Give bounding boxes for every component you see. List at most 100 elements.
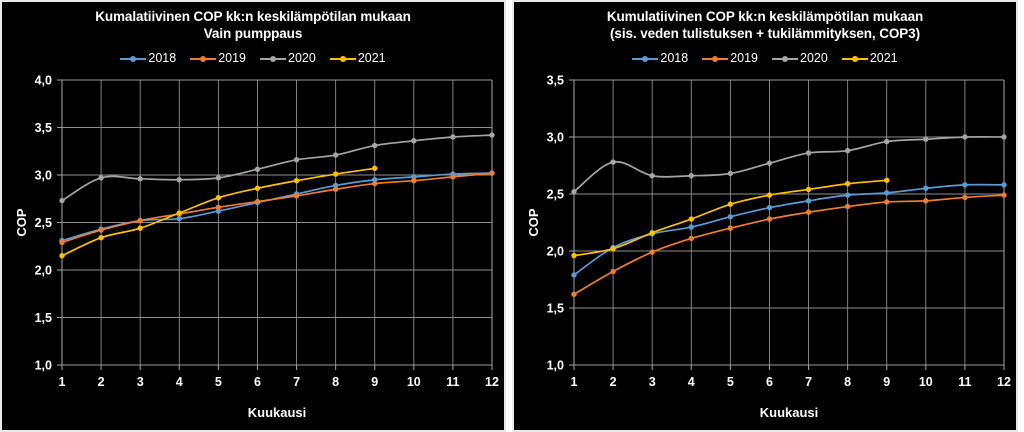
- y-tick-label: 2,5: [35, 216, 52, 230]
- data-point-2021: [610, 245, 616, 252]
- y-axis-title: COP: [526, 208, 541, 237]
- data-point-2020: [688, 173, 695, 179]
- legend-label-2018: 2018: [148, 51, 177, 65]
- x-tick-label: 7: [805, 375, 812, 389]
- data-point-2021: [332, 171, 339, 177]
- series-line-2018: [61, 172, 493, 242]
- legend-dot-marker: [642, 55, 649, 62]
- legend-label-2021: 2021: [869, 51, 898, 65]
- legend-label-2020: 2020: [288, 51, 316, 65]
- x-tick-label: 6: [766, 375, 773, 389]
- data-point-2021: [215, 195, 222, 201]
- data-point-2020: [332, 152, 339, 158]
- data-point-2020: [805, 150, 812, 156]
- data-point-2020: [883, 138, 890, 145]
- x-tick-label: 2: [98, 375, 105, 389]
- x-tick-label: 4: [176, 375, 183, 389]
- data-point-2021: [137, 225, 143, 231]
- legend-line-marker-icon: [841, 53, 868, 64]
- data-point-2020: [98, 175, 104, 181]
- legend-dot-marker: [851, 55, 858, 62]
- data-point-2021: [688, 216, 695, 222]
- data-point-2018: [766, 204, 773, 211]
- series-line-2020: [573, 135, 1005, 193]
- chart-panel-left: Kumalatiivinen COP kk:n keskilämpötilan …: [0, 0, 506, 432]
- x-tick-label: 11: [958, 375, 971, 389]
- x-axis-title: Kuukausi: [760, 405, 819, 420]
- data-point-2020: [293, 157, 300, 163]
- data-point-2020: [844, 147, 851, 154]
- line-chart-svg-left: 1,01,52,02,53,03,54,01 2 3 4 5 6 7 8 9 10 11 12COPK…: [14, 74, 499, 421]
- chart-legend-left: 2018 2019 2020: [2, 52, 504, 65]
- y-tick-label: 2,5: [547, 188, 564, 202]
- legend-line-marker-icon: [120, 53, 147, 64]
- x-tick-label: 8: [844, 375, 851, 389]
- data-point-2018: [805, 198, 812, 204]
- legend-dot-marker: [339, 55, 346, 62]
- data-point-2020: [59, 197, 65, 204]
- data-point-2021: [844, 180, 851, 187]
- data-point-2021: [727, 201, 734, 208]
- legend-item-2018[interactable]: 2018: [120, 52, 176, 65]
- legend-item-2021[interactable]: 2021: [329, 51, 386, 65]
- x-tick-label: 9: [371, 375, 378, 389]
- data-point-2021: [293, 177, 300, 184]
- legend-dot-marker: [782, 55, 788, 62]
- data-point-2019: [293, 193, 300, 199]
- x-tick-label: 11: [446, 375, 459, 389]
- x-tick-label: 10: [919, 375, 933, 389]
- plot-area-left: 1,0 1,5 2,0 2,5 3,0 3,5 4,0 1 2 3 4 5 6 7 8 9 10 11 12 COP K…: [2, 2, 504, 430]
- data-point-2019: [254, 198, 261, 205]
- legend-item-2019[interactable]: 2019: [702, 52, 758, 65]
- data-point-2020: [923, 136, 929, 143]
- data-point-2019: [411, 177, 417, 184]
- data-point-2018: [962, 182, 968, 188]
- data-point-2019: [371, 180, 378, 187]
- x-tick-label: 7: [293, 375, 300, 389]
- data-point-2020: [649, 173, 655, 179]
- data-point-2020: [727, 170, 734, 177]
- x-tick-label: 3: [649, 375, 656, 389]
- x-tick-label: 5: [727, 375, 734, 389]
- legend-item-2021[interactable]: 2021: [841, 51, 898, 65]
- data-point-2021: [766, 192, 773, 198]
- data-point-2019: [649, 249, 655, 255]
- chart-legend-right: 2018 2019 2020: [514, 52, 1016, 65]
- data-point-2019: [489, 170, 495, 176]
- x-tick-label: 5: [215, 375, 222, 389]
- data-point-2020: [571, 188, 577, 195]
- legend-item-2019[interactable]: 2019: [190, 52, 246, 65]
- data-point-2019: [215, 204, 222, 211]
- plot-area-right: 1,0 1,5 2,0 2,5 3,0 3,5 1 2 3 4 5 6 7 8 9 10 11 12 COP Kuuk…: [514, 2, 1016, 430]
- data-point-2019: [137, 217, 143, 224]
- y-tick-label: 4,0: [35, 74, 52, 88]
- data-point-2021: [98, 234, 104, 241]
- data-point-2019: [883, 199, 890, 205]
- data-point-2021: [649, 230, 655, 236]
- legend-line-marker-icon: [772, 53, 798, 64]
- legend-label-2020: 2020: [800, 51, 828, 65]
- legend-item-2018[interactable]: 2018: [632, 52, 688, 65]
- data-point-2020: [1001, 134, 1007, 140]
- y-axis-title: COP: [14, 208, 29, 237]
- data-point-2018: [1001, 182, 1007, 188]
- legend-line-marker-icon: [329, 53, 356, 64]
- legend-label-2018: 2018: [660, 51, 689, 65]
- legend-item-2020[interactable]: 2020: [260, 52, 316, 65]
- data-point-2020: [254, 166, 261, 173]
- data-point-2020: [215, 175, 222, 181]
- legend-dot-marker: [200, 55, 207, 62]
- y-tick-label: 3,5: [35, 121, 52, 135]
- y-tick-label: 2,0: [547, 245, 564, 259]
- x-tick-label: 12: [997, 375, 1011, 389]
- x-tick-label: 6: [254, 375, 261, 389]
- data-point-2021: [59, 253, 65, 259]
- x-tick-label: 4: [688, 375, 695, 389]
- data-point-2021: [571, 252, 577, 259]
- data-point-2019: [610, 268, 616, 275]
- x-tick-label: 1: [571, 375, 578, 389]
- legend-label-2021: 2021: [357, 51, 386, 65]
- legend-line-marker-icon: [702, 53, 729, 64]
- legend-item-2020[interactable]: 2020: [772, 52, 828, 65]
